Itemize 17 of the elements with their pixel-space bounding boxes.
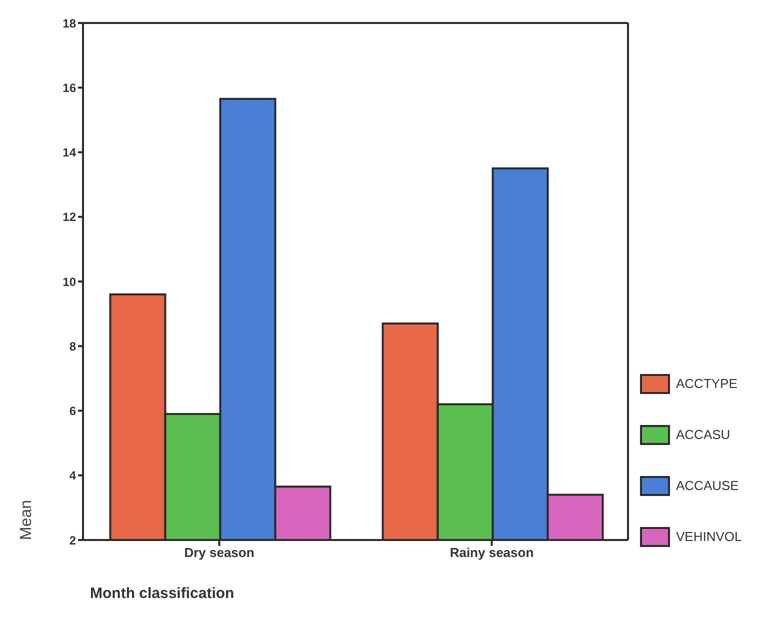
y-tick-label: 12 xyxy=(62,210,76,224)
x-tick-label: Rainy season xyxy=(450,545,534,560)
legend-label: ACCTYPE xyxy=(676,376,738,391)
y-tick-label: 18 xyxy=(62,16,76,30)
legend-label: VEHINVOL xyxy=(676,529,742,544)
y-tick-label: 2 xyxy=(69,533,76,548)
legend-label: ACCAUSE xyxy=(676,478,739,493)
y-tick-label: 4 xyxy=(69,468,76,483)
x-tick-label: Dry season xyxy=(184,545,254,560)
y-tick-label: 10 xyxy=(62,274,76,289)
legend-label: ACCASU xyxy=(676,427,730,442)
y-tick-label: 8 xyxy=(69,339,76,354)
y-axis-title: Mean xyxy=(18,500,36,540)
y-tick-label: 16 xyxy=(62,80,76,95)
y-tick-label: 14 xyxy=(62,146,76,160)
y-tick-label: 6 xyxy=(69,404,76,418)
x-axis-title: Month classification xyxy=(90,585,234,602)
